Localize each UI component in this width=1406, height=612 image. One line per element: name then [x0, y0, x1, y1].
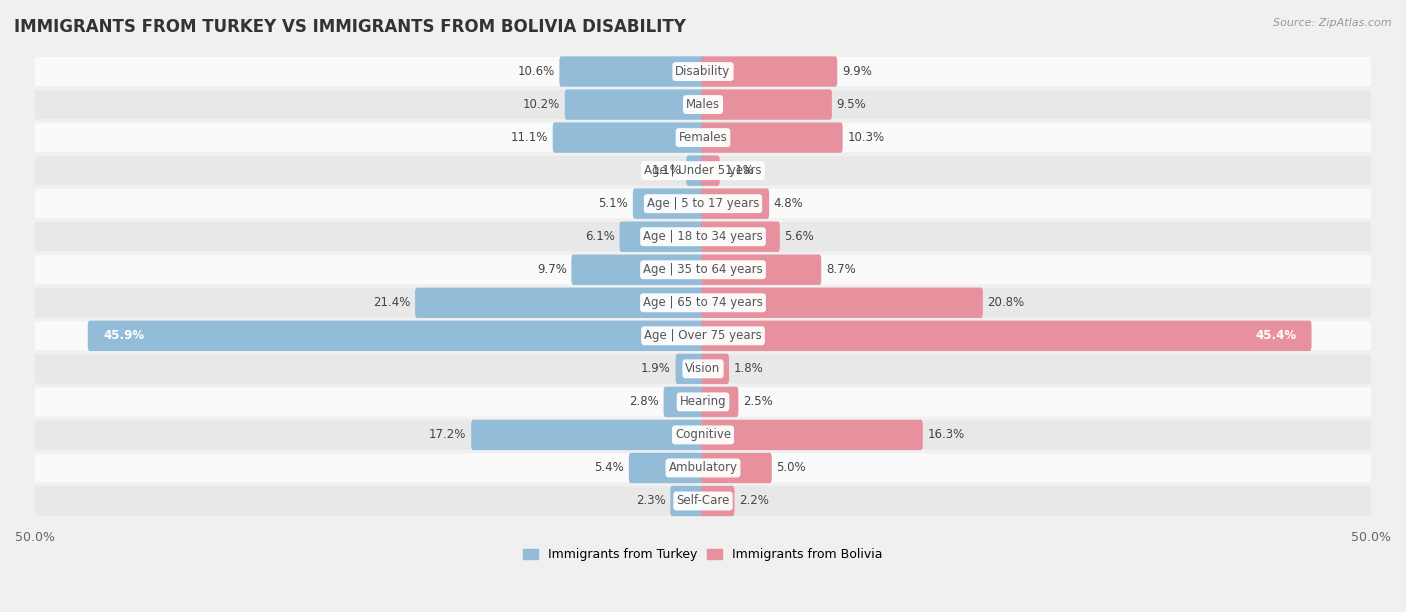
FancyBboxPatch shape — [87, 321, 704, 351]
Text: Age | 18 to 34 years: Age | 18 to 34 years — [643, 230, 763, 243]
FancyBboxPatch shape — [35, 255, 1371, 285]
FancyBboxPatch shape — [702, 387, 738, 417]
FancyBboxPatch shape — [628, 453, 704, 483]
Text: 2.2%: 2.2% — [740, 494, 769, 507]
FancyBboxPatch shape — [702, 453, 772, 483]
FancyBboxPatch shape — [35, 453, 1371, 482]
Text: 2.5%: 2.5% — [744, 395, 773, 408]
FancyBboxPatch shape — [35, 487, 1371, 515]
Text: 21.4%: 21.4% — [373, 296, 411, 309]
FancyBboxPatch shape — [415, 288, 704, 318]
FancyBboxPatch shape — [702, 222, 780, 252]
FancyBboxPatch shape — [571, 255, 704, 285]
Text: Cognitive: Cognitive — [675, 428, 731, 441]
Text: Age | Over 75 years: Age | Over 75 years — [644, 329, 762, 342]
FancyBboxPatch shape — [35, 420, 1371, 449]
FancyBboxPatch shape — [702, 89, 832, 120]
Text: Hearing: Hearing — [679, 395, 727, 408]
FancyBboxPatch shape — [686, 155, 704, 186]
Text: 10.2%: 10.2% — [523, 98, 560, 111]
Text: 10.6%: 10.6% — [517, 65, 555, 78]
Text: 5.4%: 5.4% — [595, 461, 624, 474]
FancyBboxPatch shape — [633, 188, 704, 219]
Text: 4.8%: 4.8% — [773, 197, 804, 210]
FancyBboxPatch shape — [620, 222, 704, 252]
FancyBboxPatch shape — [702, 354, 730, 384]
FancyBboxPatch shape — [671, 486, 704, 516]
FancyBboxPatch shape — [702, 122, 842, 153]
FancyBboxPatch shape — [676, 354, 704, 384]
Text: Self-Care: Self-Care — [676, 494, 730, 507]
FancyBboxPatch shape — [35, 90, 1371, 119]
Text: Age | 65 to 74 years: Age | 65 to 74 years — [643, 296, 763, 309]
FancyBboxPatch shape — [35, 156, 1371, 185]
FancyBboxPatch shape — [664, 387, 704, 417]
Text: Females: Females — [679, 131, 727, 144]
Text: 9.9%: 9.9% — [842, 65, 872, 78]
Text: Vision: Vision — [685, 362, 721, 375]
Text: 9.7%: 9.7% — [537, 263, 567, 276]
Text: 9.5%: 9.5% — [837, 98, 866, 111]
Text: 11.1%: 11.1% — [510, 131, 548, 144]
FancyBboxPatch shape — [471, 420, 704, 450]
FancyBboxPatch shape — [702, 321, 1312, 351]
FancyBboxPatch shape — [35, 288, 1371, 317]
Text: 1.8%: 1.8% — [734, 362, 763, 375]
FancyBboxPatch shape — [702, 288, 983, 318]
Text: Age | 35 to 64 years: Age | 35 to 64 years — [643, 263, 763, 276]
Text: 2.3%: 2.3% — [636, 494, 665, 507]
Text: Age | Under 5 years: Age | Under 5 years — [644, 164, 762, 177]
Text: 2.8%: 2.8% — [628, 395, 659, 408]
FancyBboxPatch shape — [35, 123, 1371, 152]
Text: Ambulatory: Ambulatory — [668, 461, 738, 474]
FancyBboxPatch shape — [702, 255, 821, 285]
FancyBboxPatch shape — [553, 122, 704, 153]
Text: 5.1%: 5.1% — [599, 197, 628, 210]
Text: 1.1%: 1.1% — [724, 164, 754, 177]
Text: 45.4%: 45.4% — [1256, 329, 1296, 342]
FancyBboxPatch shape — [35, 222, 1371, 252]
Text: 17.2%: 17.2% — [429, 428, 467, 441]
Text: 5.6%: 5.6% — [785, 230, 814, 243]
FancyBboxPatch shape — [35, 57, 1371, 86]
FancyBboxPatch shape — [702, 420, 922, 450]
Text: 1.9%: 1.9% — [641, 362, 671, 375]
Text: Age | 5 to 17 years: Age | 5 to 17 years — [647, 197, 759, 210]
Text: 5.0%: 5.0% — [776, 461, 806, 474]
Text: 45.9%: 45.9% — [103, 329, 145, 342]
FancyBboxPatch shape — [702, 188, 769, 219]
Text: Source: ZipAtlas.com: Source: ZipAtlas.com — [1274, 18, 1392, 28]
Text: 10.3%: 10.3% — [848, 131, 884, 144]
Text: 8.7%: 8.7% — [825, 263, 856, 276]
FancyBboxPatch shape — [702, 155, 720, 186]
Text: 1.1%: 1.1% — [652, 164, 682, 177]
FancyBboxPatch shape — [35, 189, 1371, 218]
FancyBboxPatch shape — [35, 387, 1371, 416]
FancyBboxPatch shape — [702, 486, 734, 516]
Text: Disability: Disability — [675, 65, 731, 78]
FancyBboxPatch shape — [35, 354, 1371, 383]
Legend: Immigrants from Turkey, Immigrants from Bolivia: Immigrants from Turkey, Immigrants from … — [517, 543, 889, 566]
FancyBboxPatch shape — [702, 56, 837, 87]
Text: 6.1%: 6.1% — [585, 230, 614, 243]
Text: Males: Males — [686, 98, 720, 111]
FancyBboxPatch shape — [560, 56, 704, 87]
FancyBboxPatch shape — [35, 321, 1371, 350]
Text: IMMIGRANTS FROM TURKEY VS IMMIGRANTS FROM BOLIVIA DISABILITY: IMMIGRANTS FROM TURKEY VS IMMIGRANTS FRO… — [14, 18, 686, 36]
FancyBboxPatch shape — [565, 89, 704, 120]
Text: 20.8%: 20.8% — [987, 296, 1025, 309]
Text: 16.3%: 16.3% — [928, 428, 965, 441]
